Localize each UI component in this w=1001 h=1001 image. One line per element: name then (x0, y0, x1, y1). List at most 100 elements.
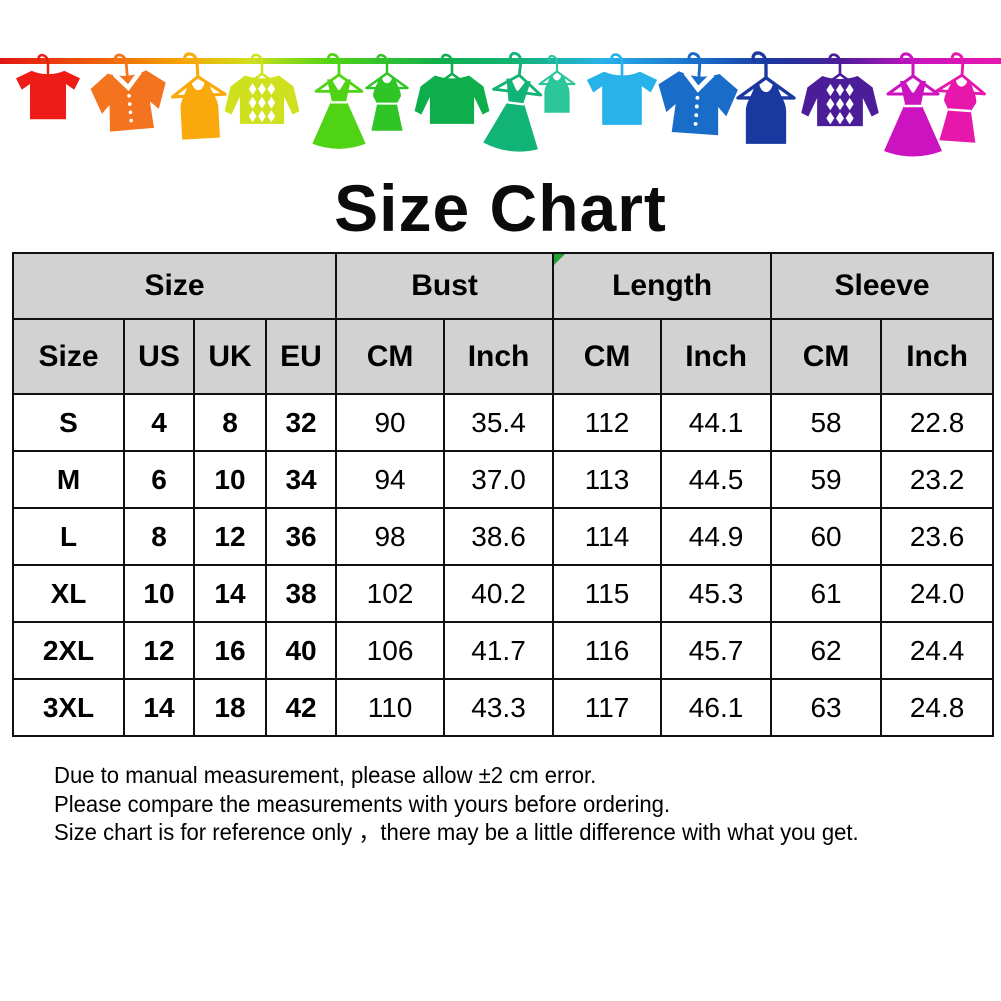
garment-dress-icon (310, 53, 368, 151)
cell: 60 (770, 507, 883, 566)
garment-tank-icon (538, 54, 576, 114)
cell: 116 (552, 621, 663, 680)
cell: 115 (552, 564, 663, 623)
garment-tankdress-icon (932, 51, 989, 145)
garment-argyle-icon (799, 53, 881, 128)
cell: 113 (552, 450, 663, 509)
garment-dress-icon (481, 49, 551, 156)
cell: XL (12, 564, 125, 623)
cell: 112 (552, 393, 663, 452)
cell: 62 (770, 621, 883, 680)
cell: 114 (552, 507, 663, 566)
cell: 14 (193, 564, 267, 623)
cell: 8 (123, 507, 195, 566)
cell: 10 (123, 564, 195, 623)
table-body: S 4 8 32 90 35.4 112 44.1 58 22.8 M 6 10 34 94 37.0 113 4… (12, 393, 995, 737)
column-header: CM (335, 318, 446, 395)
cell: 106 (335, 621, 446, 680)
table-row: 2XL 12 16 40 106 41.7 116 45.7 62 24.4 (12, 621, 995, 680)
clothesline-banner (0, 0, 1001, 168)
group-header-bust: Bust (335, 252, 555, 320)
cell: 61 (770, 564, 883, 623)
column-header: Size (12, 318, 125, 395)
garment-tank-icon (168, 50, 229, 142)
cell: L (12, 507, 125, 566)
cell: 4 (123, 393, 195, 452)
cell: 12 (123, 621, 195, 680)
cell: 22.8 (880, 393, 995, 452)
size-chart-table: Size Bust Length Sleeve Size US UK EU CM Inch CM I… (11, 252, 995, 737)
column-header: EU (264, 318, 338, 395)
cell: 44.9 (660, 507, 773, 566)
garment-tank-icon (736, 51, 796, 146)
cell: 36 (264, 507, 338, 566)
garment-tshirt-icon (14, 53, 82, 121)
garment-tankdress-icon (365, 53, 409, 132)
table-row: XL 10 14 38 102 40.2 115 45.3 61 24.0 (12, 564, 995, 623)
cell: 46.1 (660, 678, 773, 737)
cell: 44.1 (660, 393, 773, 452)
cell-marker-icon (555, 255, 566, 265)
note-line: Please compare the measurements with you… (54, 790, 671, 817)
page-title: Size Chart (334, 171, 667, 245)
notes: Due to manual measurement, please allow … (54, 761, 1001, 847)
cell: 35.4 (443, 393, 555, 452)
cell: 58 (770, 393, 883, 452)
cell: 63 (770, 678, 883, 737)
cell: 16 (193, 621, 267, 680)
table-columns-row: Size US UK EU CM Inch CM Inch CM Inch (12, 318, 995, 395)
cell: 2XL (12, 621, 125, 680)
cell: 38 (264, 564, 338, 623)
column-header: CM (552, 318, 663, 395)
cell: S (12, 393, 125, 452)
cell: 24.8 (880, 678, 995, 737)
column-header: Inch (443, 318, 555, 395)
cell: 40 (264, 621, 338, 680)
cell: 102 (335, 564, 446, 623)
garment-argyle-icon (223, 53, 301, 126)
cell: M (12, 450, 125, 509)
cell: 3XL (12, 678, 125, 737)
garment-shirt-icon (655, 51, 740, 136)
cell: 24.0 (880, 564, 995, 623)
group-header-sleeve: Sleeve (770, 252, 995, 320)
cell: 94 (335, 450, 446, 509)
cell: 6 (123, 450, 195, 509)
cell: 42 (264, 678, 338, 737)
cell: 10 (193, 450, 267, 509)
table-row: L 8 12 36 98 38.6 114 44.9 60 23.6 (12, 507, 995, 566)
cell: 32 (264, 393, 338, 452)
table-row: M 6 10 34 94 37.0 113 44.5 59 23.2 (12, 450, 995, 509)
table-row: S 4 8 32 90 35.4 112 44.1 58 22.8 (12, 393, 995, 452)
cell: 41.7 (443, 621, 555, 680)
cell: 40.2 (443, 564, 555, 623)
note-line: Due to manual measurement, please allow … (54, 762, 597, 788)
cell: 117 (552, 678, 663, 737)
cell: 18 (193, 678, 267, 737)
cell: 98 (335, 507, 446, 566)
cell: 38.6 (443, 507, 555, 566)
cell: 59 (770, 450, 883, 509)
cell: 23.6 (880, 507, 995, 566)
cell: 110 (335, 678, 446, 737)
cell: 24.4 (880, 621, 995, 680)
cell: 8 (193, 393, 267, 452)
cell: 44.5 (660, 450, 773, 509)
column-header: UK (193, 318, 267, 395)
clothesline-rail (0, 58, 1001, 64)
cell: 43.3 (443, 678, 555, 737)
cell: 12 (193, 507, 267, 566)
cell: 14 (123, 678, 195, 737)
column-header: US (123, 318, 195, 395)
cell: 90 (335, 393, 446, 452)
cell: 34 (264, 450, 338, 509)
column-header: CM (770, 318, 883, 395)
note-line: Size chart is for reference only ，there … (54, 819, 859, 845)
cell: 23.2 (880, 450, 995, 509)
column-header: Inch (660, 318, 773, 395)
group-header-length: Length (552, 252, 773, 320)
column-header: Inch (880, 318, 995, 395)
garment-sweater-icon (413, 53, 491, 126)
table-row: 3XL 14 18 42 110 43.3 117 46.1 63 24.8 (12, 678, 995, 737)
cell: 45.7 (660, 621, 773, 680)
